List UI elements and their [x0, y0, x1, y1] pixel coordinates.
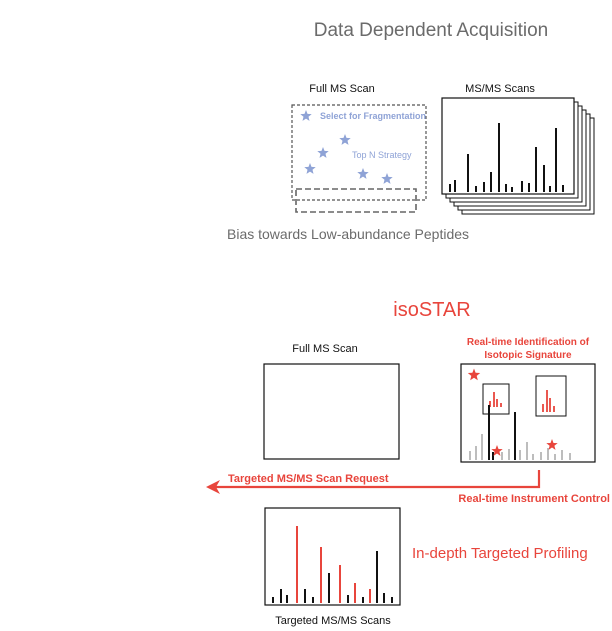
isostar-spectrum-box — [460, 363, 596, 463]
targeted-spectrum — [272, 526, 393, 603]
dda-stars — [300, 110, 393, 184]
isostar-full-ms-box — [263, 363, 400, 460]
star-icon — [339, 134, 351, 145]
targeted-request-label: Targeted MS/MS Scan Request — [228, 473, 389, 485]
dda-full-ms-label: Full MS Scan — [309, 83, 374, 95]
targeted-msms-box — [264, 507, 401, 606]
star-icon — [546, 439, 558, 450]
star-icon — [357, 168, 369, 179]
star-icon — [304, 163, 316, 174]
cluster-inset-frame — [482, 383, 510, 415]
instrument-control-label: Real-time Instrument Control — [458, 493, 610, 505]
cluster-inset-frame — [535, 375, 567, 417]
targeted-scans-label: Targeted MS/MS Scans — [275, 615, 391, 627]
dda-topn-label: Top N Strategy — [352, 150, 412, 160]
profiling-label: In-depth Targeted Profiling — [412, 545, 588, 562]
dda-select-label: Select for Fragmentation — [320, 111, 426, 121]
dda-full-ms-box — [291, 104, 427, 201]
realtime-id-line1: Real-time Identification of — [467, 337, 590, 348]
dda-msms-stack — [441, 97, 595, 215]
front-spectrum-frame — [441, 97, 575, 195]
dda-msms-label: MS/MS Scans — [465, 83, 535, 95]
instrument-control-arrow — [210, 470, 541, 489]
dda-low-abundance-box — [295, 188, 417, 213]
star-icon — [467, 368, 481, 381]
realtime-id-line2: Isotopic Signature — [484, 350, 572, 361]
star-icon — [381, 173, 393, 184]
dda-bias-label: Bias towards Low-abundance Peptides — [227, 226, 469, 242]
dda-title: Data Dependent Acquisition — [314, 20, 549, 41]
isotopic-spectrum — [467, 368, 571, 460]
instrument-control-arrowhead — [206, 480, 220, 494]
isostar-full-ms-label: Full MS Scan — [292, 343, 357, 355]
star-icon — [300, 110, 312, 121]
isostar-title: isoSTAR — [393, 299, 470, 321]
star-icon — [317, 147, 329, 158]
star-icon — [491, 445, 503, 456]
